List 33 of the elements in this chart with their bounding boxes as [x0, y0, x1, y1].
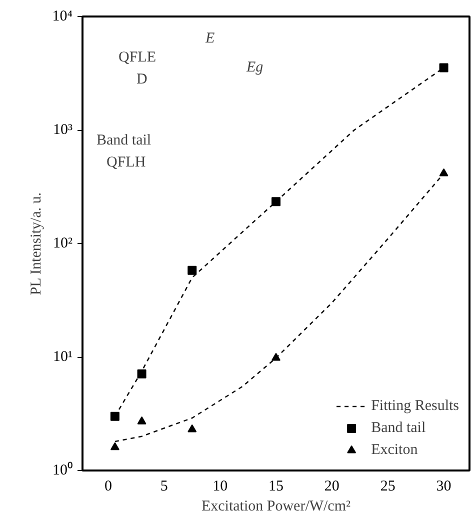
point [110, 442, 120, 450]
point [137, 369, 146, 378]
legend-label: Band tail [371, 420, 426, 436]
y-axis-title: PL Intensity/a. u. [28, 192, 44, 296]
x-tick-label: 25 [380, 478, 396, 494]
point [137, 416, 146, 424]
y-tick-label: 10⁴ [52, 8, 73, 24]
x-tick-label: 20 [324, 478, 340, 494]
point [439, 168, 448, 176]
y-tick-label: 10⁰ [52, 462, 72, 478]
y-tick-label: 10¹ [53, 349, 73, 365]
point [272, 197, 280, 206]
x-tick-label: 5 [160, 478, 168, 494]
annotation: D [136, 72, 148, 88]
point [272, 352, 280, 361]
x-tick-label: 10 [212, 478, 228, 494]
annotation: QFLE [118, 50, 156, 66]
annotation: E [204, 30, 215, 46]
x-tick-label: 15 [268, 478, 284, 494]
y-tick-label: 10² [53, 236, 74, 252]
legend-label: Exciton [371, 442, 418, 458]
point [188, 424, 197, 432]
point [110, 412, 120, 421]
x-tick-label: 0 [104, 478, 112, 494]
x-tick-label: 30 [436, 478, 452, 494]
annotation: QFLH [106, 154, 146, 170]
legend-label: Fitting Results [371, 398, 459, 414]
x-axis-title: Excitation Power/W/cm² [201, 498, 352, 514]
point [439, 63, 448, 72]
annotation: Eg [246, 60, 264, 76]
annotation: Band tail [96, 132, 152, 148]
y-tick-label: 10³ [53, 122, 74, 138]
point [188, 266, 197, 275]
